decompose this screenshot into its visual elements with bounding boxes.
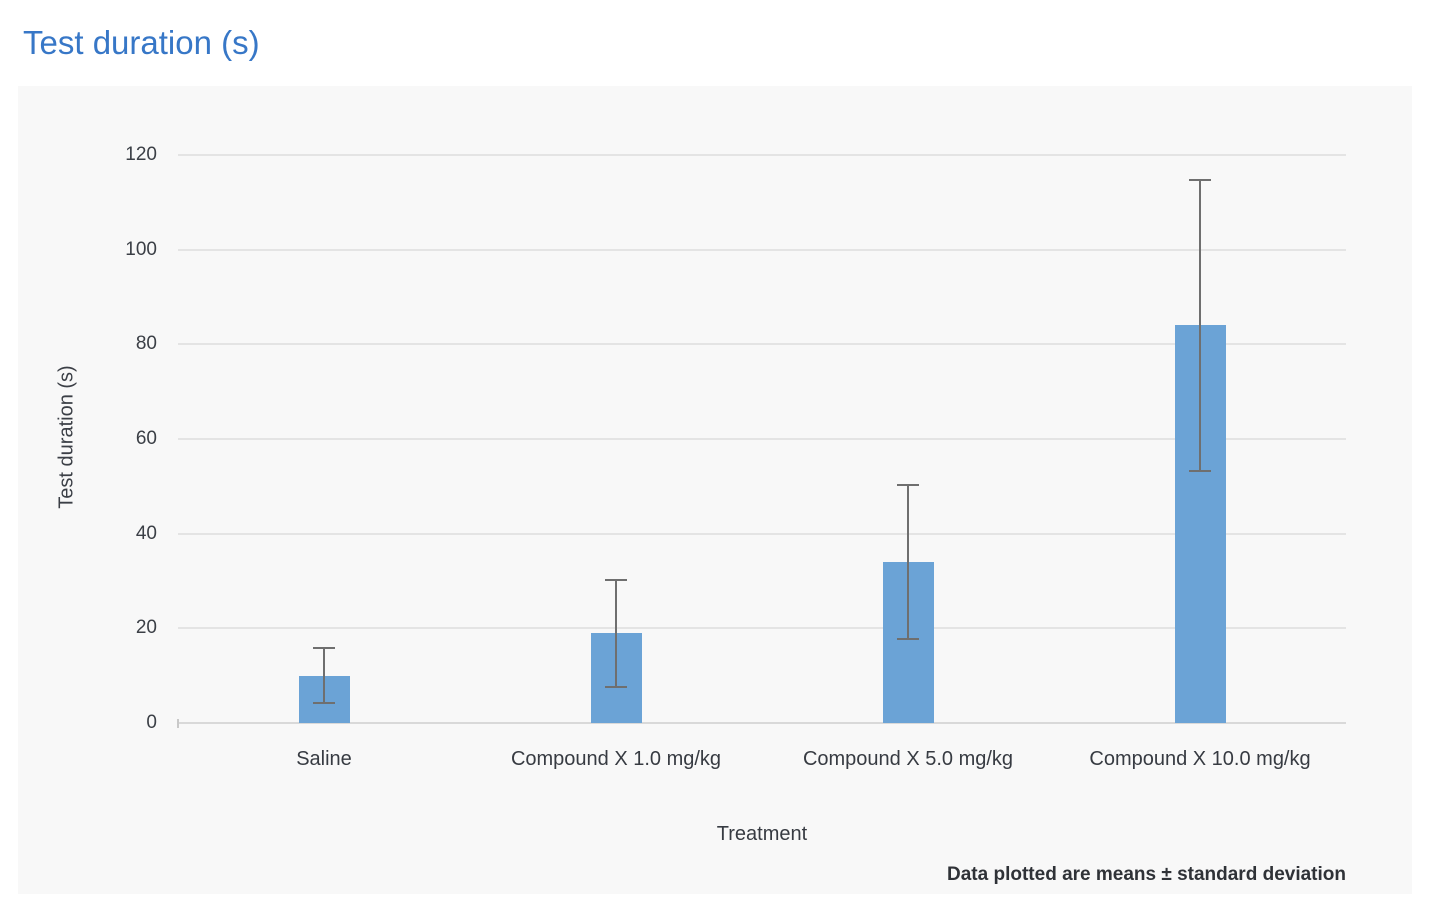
gridline bbox=[178, 343, 1346, 346]
error-bar-line bbox=[907, 483, 909, 641]
error-bar-cap-top bbox=[605, 578, 627, 581]
gridline bbox=[178, 532, 1346, 535]
y-tick-label: 100 bbox=[125, 238, 157, 260]
y-tick-label: 0 bbox=[146, 712, 157, 733]
y-tick-label: 60 bbox=[135, 428, 157, 449]
plot-area: 0 20 40 60 80 100 120 Saline Compound X 1.0 mg/k… bbox=[125, 145, 1346, 770]
error-bar-cap-top bbox=[1189, 178, 1211, 181]
error-bar-cap-bottom bbox=[897, 638, 919, 641]
error-bar-cap-bottom bbox=[313, 702, 335, 705]
error-bar-cap-top bbox=[897, 483, 919, 486]
error-bar-line bbox=[323, 647, 325, 705]
chart-title: Test duration (s) bbox=[23, 24, 260, 61]
error-bar-cap-bottom bbox=[1189, 470, 1211, 473]
chart-panel: 0 20 40 60 80 100 120 Saline Compound X 1.0 mg/k… bbox=[18, 86, 1412, 894]
gridline bbox=[178, 438, 1346, 440]
y-tick-label: 120 bbox=[125, 144, 157, 165]
gridline bbox=[178, 248, 1346, 251]
y-tick-label: 40 bbox=[135, 522, 157, 544]
axis-origin-tick bbox=[177, 719, 179, 728]
error-bar-cap-bottom bbox=[605, 685, 627, 688]
gridline bbox=[178, 154, 1346, 156]
gridline bbox=[178, 627, 1346, 630]
error-bar-cap-top bbox=[313, 647, 335, 650]
chart-footnote: Data plotted are means ± standard deviat… bbox=[947, 864, 1346, 885]
y-axis-title: Test duration (s) bbox=[55, 365, 78, 509]
x-tick-label: Compound X 10.0 mg/kg bbox=[1089, 748, 1311, 770]
y-tick-label: 20 bbox=[135, 617, 157, 639]
x-axis-title: Treatment bbox=[716, 823, 808, 845]
x-tick-label: Compound X 5.0 mg/kg bbox=[802, 748, 1014, 770]
error-bar-line bbox=[1199, 178, 1201, 473]
x-tick-label: Saline bbox=[296, 748, 352, 770]
y-tick-label: 80 bbox=[135, 333, 157, 355]
x-axis-line bbox=[178, 722, 1346, 724]
error-bar-line bbox=[615, 578, 617, 688]
x-tick-label: Compound X 1.0 mg/kg bbox=[510, 748, 722, 770]
